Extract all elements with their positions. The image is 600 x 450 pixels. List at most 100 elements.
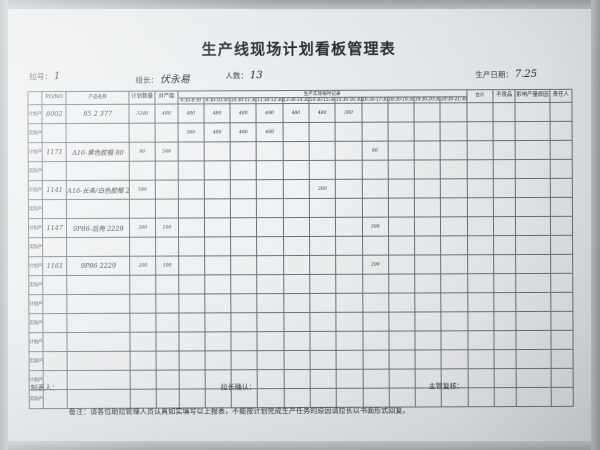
cell-capacity-11[interactable] [156, 313, 179, 333]
cell-defect-2[interactable] [493, 140, 516, 160]
cell-slot-14-8[interactable] [388, 368, 416, 389]
cell-slot-12-1[interactable] [204, 331, 232, 351]
cell-slot-11-1[interactable] [204, 312, 232, 332]
cell-total-12[interactable] [467, 330, 495, 350]
cell-slot-0-7[interactable] [361, 103, 388, 123]
cell-slot-12-6[interactable] [336, 331, 363, 351]
cell-reason-2[interactable] [515, 140, 550, 160]
cell-slot-1-2[interactable]: 480 [230, 122, 257, 142]
cell-plan-qty-4[interactable]: 540 [129, 180, 156, 200]
cell-slot-7-4[interactable] [283, 236, 310, 256]
cell-po-6[interactable]: 1147 [42, 218, 67, 238]
cell-po-9[interactable] [42, 275, 68, 295]
cell-po-8[interactable]: 1161 [42, 256, 68, 276]
cell-owner-13[interactable] [550, 349, 574, 369]
cell-slot-11-5[interactable] [309, 312, 337, 332]
cell-slot-6-7[interactable]: 300 [362, 217, 389, 237]
cell-plan-qty-7[interactable] [129, 237, 156, 257]
cell-slot-6-2[interactable] [230, 217, 257, 237]
cell-slot-2-3[interactable] [256, 141, 283, 161]
cell-slot-1-5[interactable] [309, 122, 336, 142]
cell-plan-qty-2[interactable]: 80 [129, 142, 156, 162]
cell-slot-7-5[interactable] [309, 236, 336, 256]
cell-defect-3[interactable] [493, 159, 516, 179]
cell-slot-3-10[interactable] [440, 159, 468, 179]
cell-defect-9[interactable] [493, 273, 517, 293]
cell-defect-10[interactable] [493, 292, 517, 312]
cell-slot-10-6[interactable] [336, 293, 363, 313]
cell-slot-11-0[interactable] [178, 312, 205, 333]
cell-reason-7[interactable] [515, 235, 551, 255]
cell-slot-7-2[interactable] [230, 236, 258, 256]
cell-product-2[interactable]: A16-黑色胶框 80 [66, 142, 130, 162]
cell-defect-0[interactable] [493, 102, 516, 122]
cell-owner-12[interactable] [550, 330, 574, 350]
cell-defect-6[interactable] [493, 216, 516, 236]
cell-plan-qty-15[interactable] [130, 389, 157, 409]
cell-slot-14-5[interactable] [310, 369, 337, 389]
cell-slot-14-7[interactable] [362, 369, 390, 389]
cell-slot-5-10[interactable] [440, 197, 468, 217]
cell-plan-qty-0[interactable]: 3240 [129, 104, 156, 124]
cell-slot-12-7[interactable] [362, 331, 389, 351]
cell-product-15[interactable] [67, 389, 131, 409]
cell-owner-9[interactable] [550, 273, 573, 293]
cell-slot-1-4[interactable] [282, 122, 310, 142]
cell-owner-1[interactable] [549, 121, 573, 141]
cell-slot-7-9[interactable] [414, 235, 442, 255]
cell-capacity-1[interactable] [155, 123, 178, 143]
cell-po-13[interactable] [43, 351, 68, 371]
cell-slot-1-10[interactable] [440, 121, 467, 141]
cell-defect-8[interactable] [493, 254, 517, 274]
cell-po-7[interactable] [42, 237, 68, 257]
cell-slot-15-8[interactable] [389, 387, 416, 408]
cell-po-10[interactable] [42, 294, 68, 314]
cell-slot-13-1[interactable] [204, 350, 232, 370]
cell-capacity-4[interactable] [155, 180, 178, 200]
cell-slot-8-10[interactable] [441, 254, 468, 274]
cell-slot-15-6[interactable] [336, 388, 363, 408]
cell-owner-8[interactable] [550, 254, 573, 274]
cell-slot-10-9[interactable] [414, 292, 442, 312]
cell-slot-13-6[interactable] [336, 350, 363, 370]
cell-capacity-7[interactable] [155, 237, 179, 257]
cell-po-3[interactable] [42, 161, 67, 181]
cell-slot-5-1[interactable] [204, 198, 231, 218]
cell-slot-11-2[interactable] [231, 312, 258, 332]
cell-slot-6-4[interactable] [283, 217, 310, 237]
cell-total-6[interactable] [467, 216, 494, 236]
cell-defect-7[interactable] [493, 235, 516, 255]
cell-slot-3-4[interactable] [282, 160, 310, 180]
cell-slot-13-5[interactable] [310, 350, 337, 370]
cell-capacity-10[interactable] [156, 294, 179, 314]
cell-owner-7[interactable] [550, 235, 573, 255]
cell-slot-10-1[interactable] [204, 293, 232, 313]
cell-slot-1-0[interactable]: 360 [177, 122, 204, 143]
cell-slot-1-1[interactable]: 480 [203, 122, 231, 142]
cell-owner-2[interactable] [549, 140, 573, 160]
cell-product-9[interactable] [67, 275, 130, 295]
cell-slot-14-3[interactable] [257, 369, 284, 389]
cell-slot-10-8[interactable] [388, 292, 415, 313]
cell-slot-5-3[interactable] [256, 198, 284, 218]
cell-slot-8-2[interactable] [230, 255, 258, 275]
cell-capacity-15[interactable] [156, 389, 179, 409]
cell-total-4[interactable] [467, 178, 494, 198]
cell-slot-2-2[interactable] [230, 141, 257, 161]
cell-slot-0-4[interactable]: 480 [282, 103, 310, 123]
cell-product-11[interactable] [67, 313, 131, 333]
cell-slot-3-6[interactable] [335, 160, 362, 180]
cell-capacity-13[interactable] [156, 351, 179, 371]
cell-slot-9-6[interactable] [335, 274, 363, 294]
cell-slot-8-7[interactable]: 200 [362, 255, 389, 275]
cell-slot-6-1[interactable] [204, 217, 231, 237]
cell-slot-10-3[interactable] [257, 293, 284, 313]
cell-slot-3-5[interactable] [309, 160, 336, 180]
cell-slot-13-0[interactable] [178, 350, 205, 371]
cell-reason-3[interactable] [515, 159, 550, 179]
cell-reason-8[interactable] [515, 254, 551, 274]
cell-po-12[interactable] [43, 332, 68, 352]
cell-product-10[interactable] [67, 294, 130, 314]
cell-slot-13-8[interactable] [388, 349, 416, 370]
cell-slot-4-1[interactable] [204, 179, 231, 199]
